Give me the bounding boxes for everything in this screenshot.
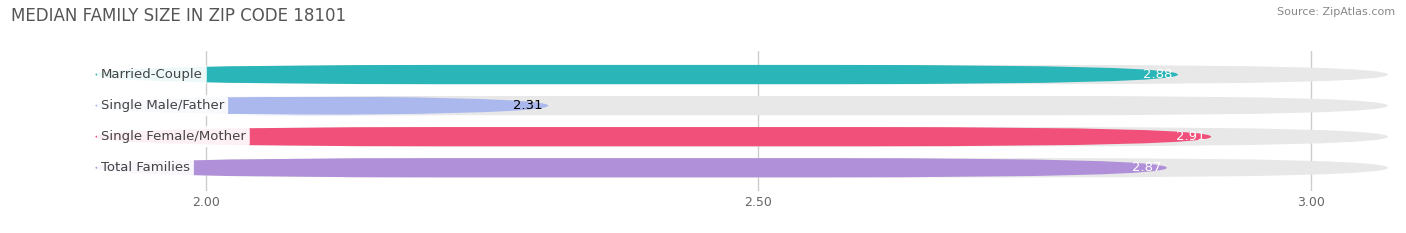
FancyBboxPatch shape [96,96,548,115]
Text: 2.31: 2.31 [513,99,543,112]
FancyBboxPatch shape [96,127,1211,146]
Text: Single Female/Mother: Single Female/Mother [101,130,246,143]
Text: 2.88: 2.88 [1143,68,1173,81]
FancyBboxPatch shape [96,96,1388,115]
Text: 2.87: 2.87 [1132,161,1161,174]
Text: MEDIAN FAMILY SIZE IN ZIP CODE 18101: MEDIAN FAMILY SIZE IN ZIP CODE 18101 [11,7,346,25]
FancyBboxPatch shape [96,65,1178,84]
Text: Single Male/Father: Single Male/Father [101,99,224,112]
Text: Source: ZipAtlas.com: Source: ZipAtlas.com [1277,7,1395,17]
FancyBboxPatch shape [96,127,1388,146]
FancyBboxPatch shape [96,65,1388,84]
Text: Total Families: Total Families [101,161,190,174]
Text: 2.91: 2.91 [1177,130,1206,143]
Text: Married-Couple: Married-Couple [101,68,202,81]
FancyBboxPatch shape [96,158,1167,177]
FancyBboxPatch shape [96,158,1388,177]
